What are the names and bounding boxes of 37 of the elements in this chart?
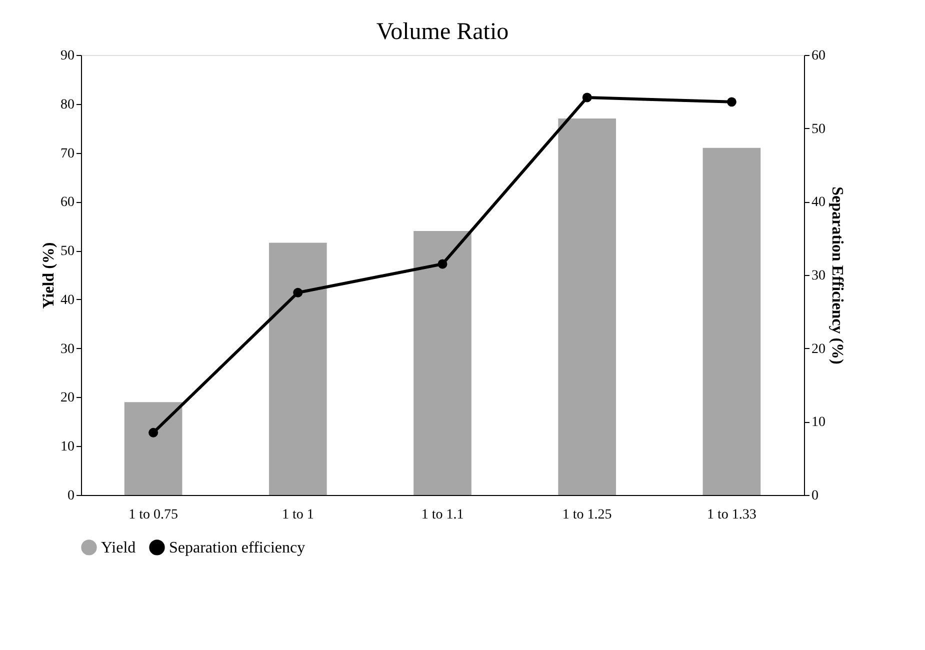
point <box>438 259 448 269</box>
x-tick-label: 1 to 1 <box>282 508 314 522</box>
y2-tick-label: 20 <box>812 342 826 357</box>
x-tick-label: 1 to 1.33 <box>707 508 756 522</box>
y2-tick-label: 60 <box>812 48 826 64</box>
y-tick-label: 40 <box>60 292 74 308</box>
y-tick-label: 30 <box>60 342 74 357</box>
y2-tick-label: 50 <box>812 122 826 137</box>
y-axis-title: Yield (%) <box>40 242 58 309</box>
point <box>148 428 158 438</box>
y-tick-label: 70 <box>60 146 74 162</box>
point <box>582 92 592 102</box>
chart-title: Volume Ratio <box>376 19 509 45</box>
y-tick-label: 0 <box>68 488 74 504</box>
y-tick-label: 60 <box>60 195 74 210</box>
y2-tick-label: 30 <box>812 268 826 284</box>
y2-axis-title: Separation Efficiency (%) <box>828 186 846 364</box>
y2-tick-label: 40 <box>812 195 826 210</box>
y2-tick-label: 0 <box>812 488 818 504</box>
x-tick-label: 1 to 1.1 <box>421 508 464 522</box>
y-tick-label: 90 <box>60 48 74 64</box>
legend-label: Yield <box>101 539 136 556</box>
bar <box>558 118 616 495</box>
y-tick-label: 10 <box>60 440 74 455</box>
bar <box>124 402 182 495</box>
bar <box>268 242 327 495</box>
x-tick-label: 1 to 0.75 <box>128 508 178 522</box>
bar <box>702 148 761 495</box>
legend-label: Separation efficiency <box>169 539 306 556</box>
y-tick-label: 20 <box>60 390 74 406</box>
y-tick-label: 50 <box>60 244 74 260</box>
bar <box>414 231 472 495</box>
point <box>726 97 736 107</box>
y2-tick-label: 10 <box>812 415 826 430</box>
x-tick-label: 1 to 1.25 <box>562 508 612 522</box>
y-tick-label: 80 <box>60 97 74 112</box>
point <box>293 288 303 298</box>
